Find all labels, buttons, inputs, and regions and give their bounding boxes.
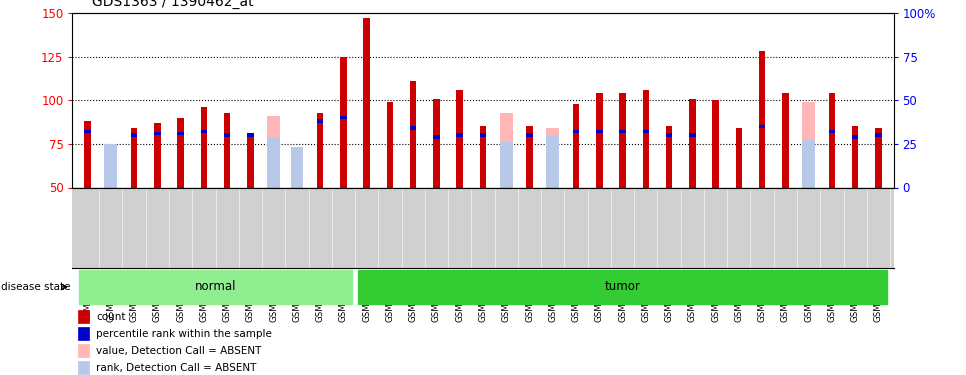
Bar [78, 310, 90, 323]
Text: tumor: tumor [605, 280, 640, 293]
Text: percentile rank within the sample: percentile rank within the sample [97, 328, 272, 339]
Text: normal: normal [195, 280, 237, 293]
Bar [802, 140, 815, 188]
Bar [433, 99, 440, 188]
Bar [829, 93, 836, 188]
Bar [178, 118, 184, 188]
Bar [457, 90, 463, 188]
Bar [875, 128, 882, 188]
Bar [829, 130, 836, 134]
Bar [596, 130, 603, 134]
Bar [130, 134, 137, 137]
Bar [547, 135, 559, 188]
Bar [433, 135, 440, 139]
Bar [178, 132, 184, 135]
Text: disease state: disease state [1, 282, 71, 292]
Bar [84, 121, 91, 188]
Bar [802, 102, 815, 188]
Bar [573, 104, 580, 188]
Bar [201, 130, 207, 134]
Bar [499, 112, 513, 188]
Bar [291, 147, 303, 188]
Bar [547, 128, 559, 188]
Bar [247, 134, 254, 137]
Bar [782, 93, 788, 188]
Bar [104, 144, 117, 188]
Bar [247, 134, 254, 188]
Bar [619, 93, 626, 188]
Bar [642, 90, 649, 188]
Bar [573, 130, 580, 134]
Bar [104, 154, 117, 188]
Bar [619, 130, 626, 134]
Bar [457, 134, 463, 137]
Bar [386, 102, 393, 188]
Bar [84, 130, 91, 134]
Bar [526, 126, 533, 188]
Bar [130, 128, 137, 188]
Bar [358, 270, 887, 304]
Bar [224, 112, 230, 188]
Bar [596, 93, 603, 188]
Bar [201, 107, 207, 188]
Bar [689, 99, 696, 188]
Bar [155, 123, 160, 188]
Text: rank, Detection Call = ABSENT: rank, Detection Call = ABSENT [97, 363, 257, 373]
Bar [291, 147, 303, 188]
Bar [852, 126, 859, 188]
Bar [78, 361, 90, 374]
Bar [526, 134, 533, 137]
Bar [410, 126, 416, 130]
Bar [155, 132, 160, 135]
Bar [666, 134, 672, 137]
Bar [736, 128, 742, 188]
Bar [712, 100, 719, 188]
Bar [317, 112, 324, 188]
Bar [79, 270, 353, 304]
Bar [480, 134, 486, 137]
Bar [340, 57, 347, 188]
Bar [224, 134, 230, 137]
Bar [875, 134, 882, 137]
Bar [759, 51, 765, 188]
Bar [340, 116, 347, 120]
Text: value, Detection Call = ABSENT: value, Detection Call = ABSENT [97, 346, 262, 356]
Bar [759, 125, 765, 128]
Bar [642, 130, 649, 134]
Bar [317, 120, 324, 123]
Text: count: count [97, 312, 126, 322]
Bar [410, 81, 416, 188]
Bar [480, 126, 486, 188]
Bar [499, 142, 513, 188]
Bar [78, 344, 90, 357]
Bar [268, 137, 280, 188]
Bar [268, 116, 280, 188]
Text: GDS1363 / 1390462_at: GDS1363 / 1390462_at [92, 0, 253, 9]
Bar [78, 327, 90, 340]
Bar [666, 126, 672, 188]
Bar [852, 135, 859, 139]
Bar [363, 18, 370, 188]
Bar [689, 134, 696, 137]
